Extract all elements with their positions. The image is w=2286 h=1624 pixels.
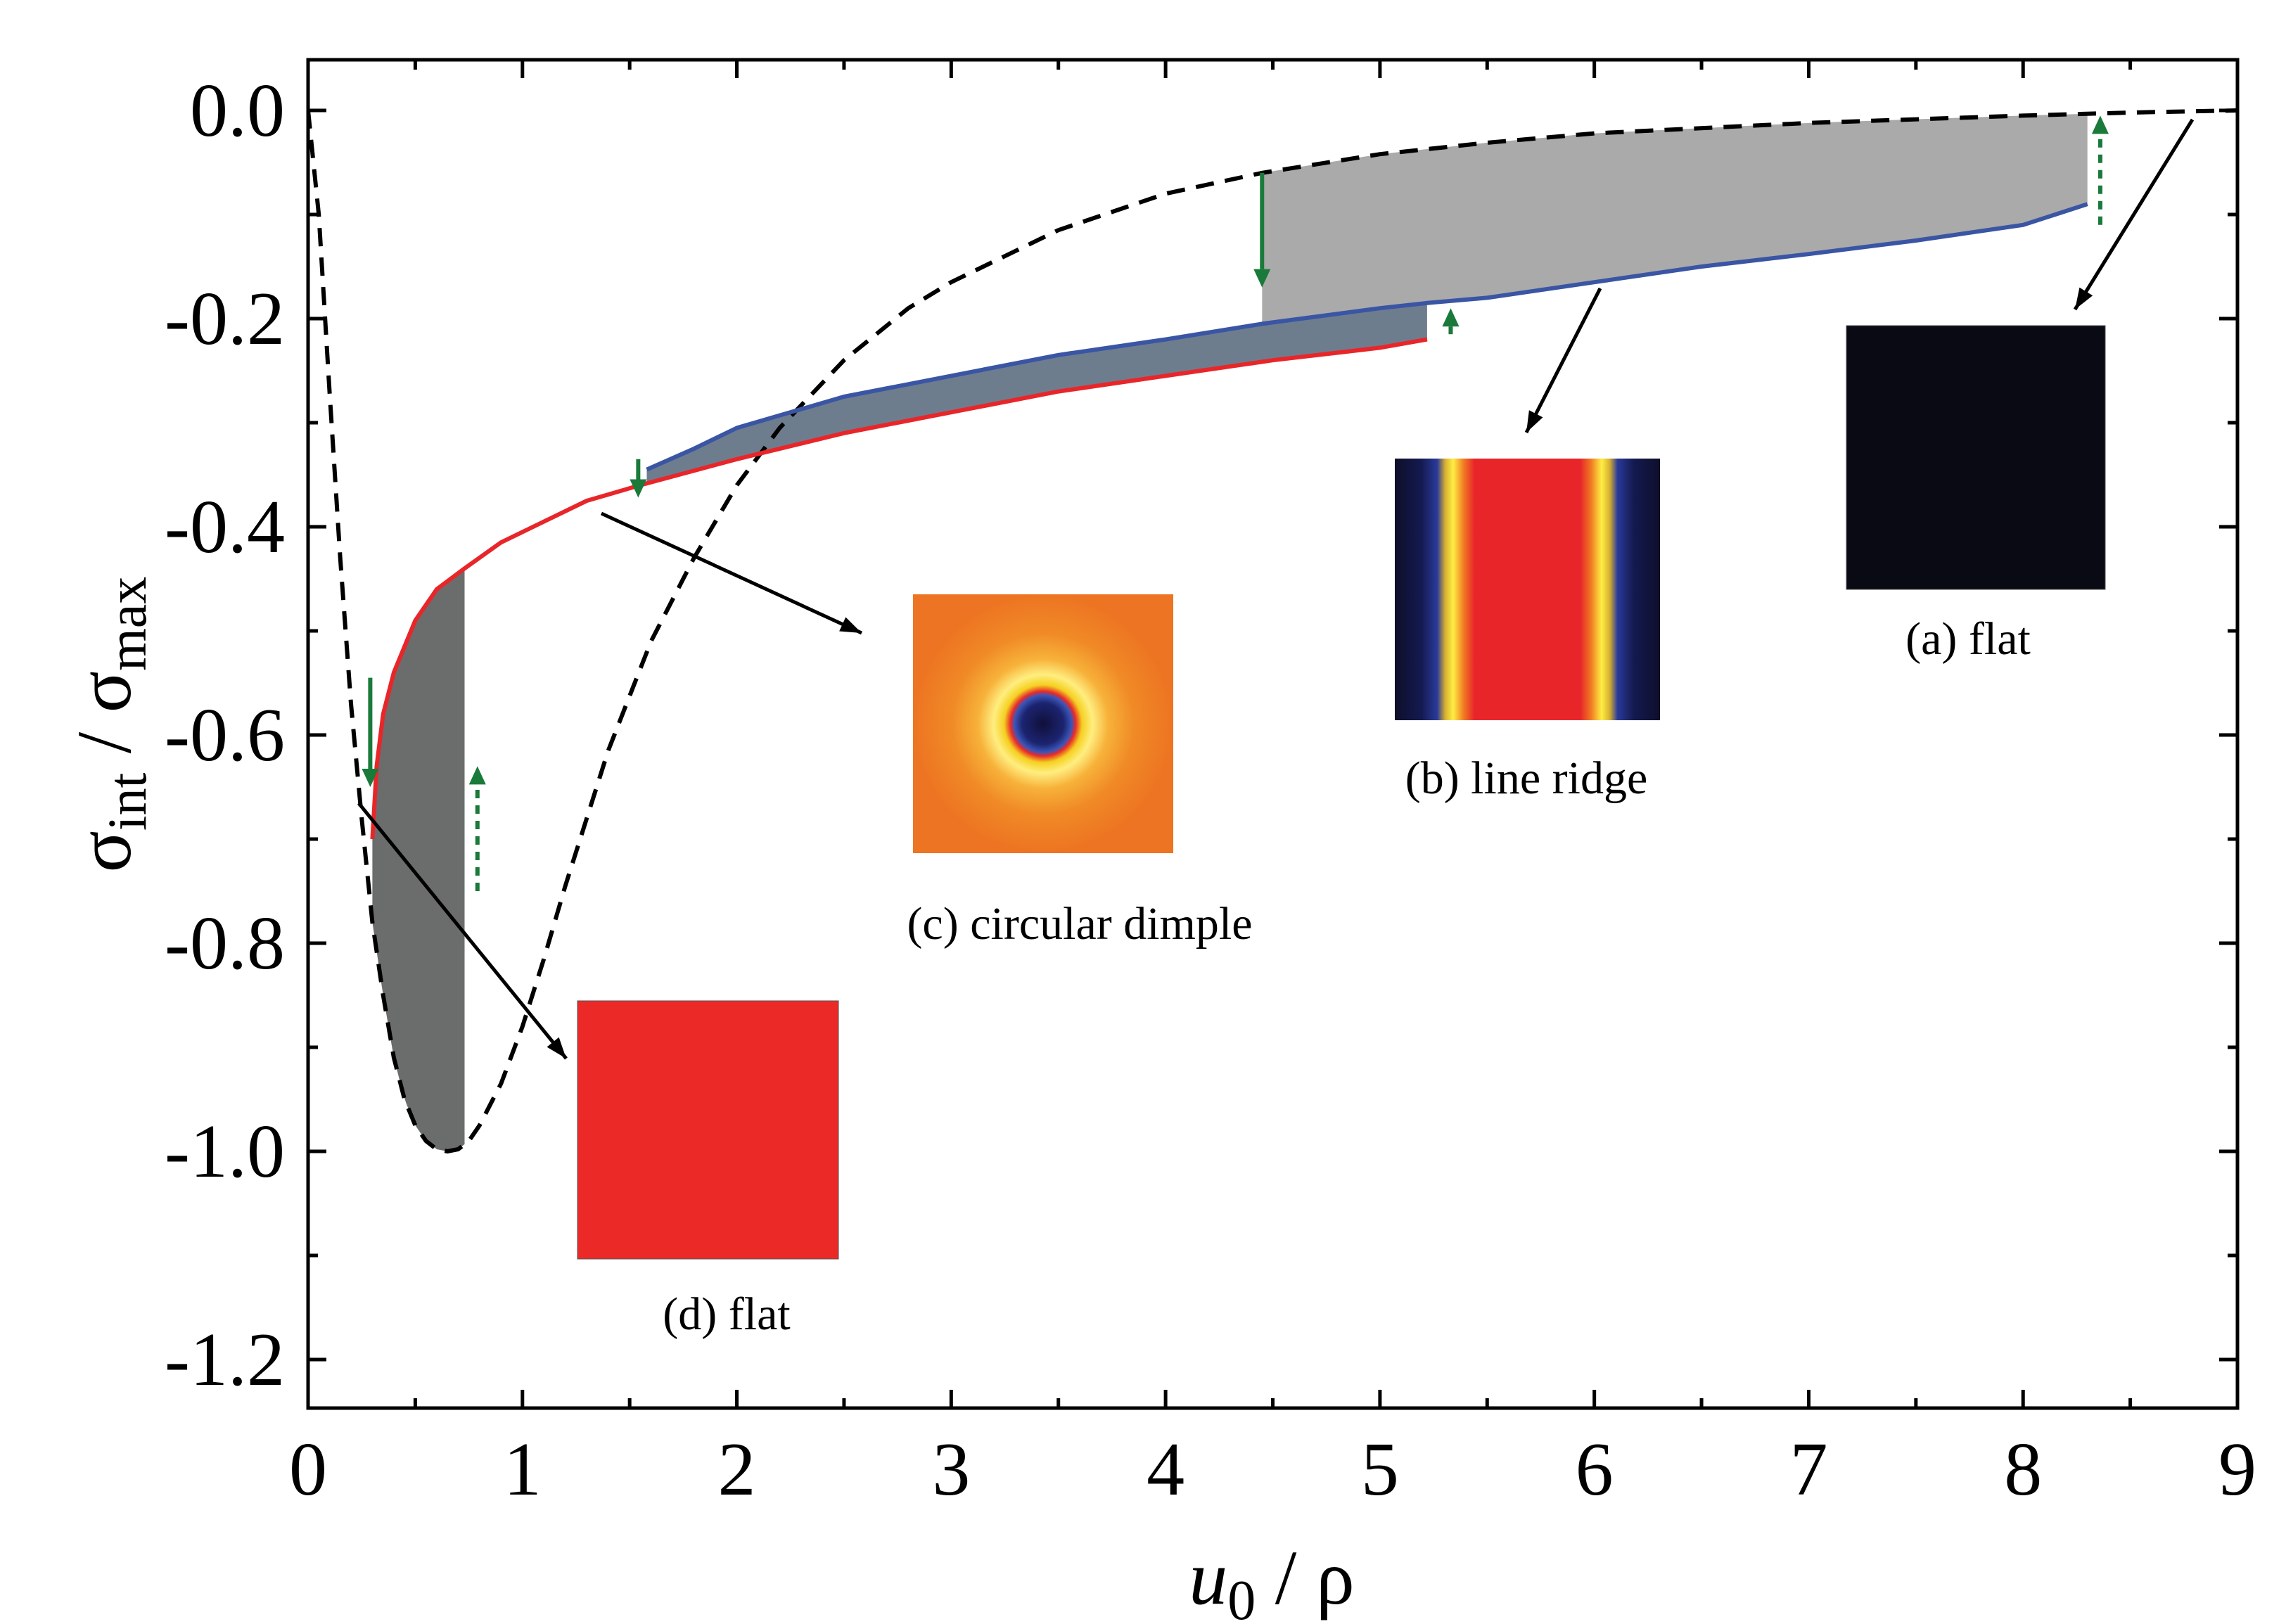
x-tick-label: 9 [2218, 1428, 2256, 1511]
pointer-d-head [547, 1037, 566, 1059]
x-tick-label: 4 [1147, 1428, 1184, 1511]
pointer-arrows [357, 118, 2195, 1060]
annotation-a: (a) flat [1905, 613, 2031, 665]
y-tick-label: -0.2 [165, 277, 285, 361]
x-tick-label: 3 [932, 1428, 970, 1511]
y-tick-label: -0.4 [165, 485, 285, 569]
y-tick-labels: 0.0 -0.2 -0.4 -0.6 -0.8 -1.0 -1.2 [165, 69, 285, 1402]
pointer-c-head [839, 617, 862, 633]
pointer-b [1524, 287, 1602, 434]
inset-flat-a [1846, 325, 2106, 590]
x-axis-label: u0 / ρ [1189, 1535, 1354, 1624]
axis-ticks [306, 60, 2240, 1408]
y-axis-label: σint / σmax [61, 577, 158, 873]
shade-light [1262, 113, 2088, 324]
hysteresis-shading [372, 113, 2088, 1151]
transition-arrow-up-3-head [2091, 115, 2109, 134]
transition-arrow-down-3-head [1253, 269, 1271, 288]
x-tick-label: 5 [1361, 1428, 1399, 1511]
x-tick-label: 7 [1789, 1428, 1827, 1511]
pointer-a [2073, 118, 2195, 311]
x-tick-label: 1 [504, 1428, 542, 1511]
curves [308, 108, 2237, 1153]
y-tick-label: -0.6 [165, 693, 285, 777]
transition-arrow-up-2-head [1442, 308, 1460, 327]
x-tick-label: 2 [718, 1428, 756, 1511]
transition-arrow-up-1-head [468, 766, 486, 785]
annotation-d: (d) flat [663, 1289, 790, 1340]
x-tick-labels: 0 1 2 3 4 5 6 7 8 9 [289, 1428, 2256, 1511]
x-tick-label: 0 [289, 1428, 327, 1511]
pointer-c [600, 511, 863, 635]
pointer-d [357, 802, 568, 1060]
x-tick-label: 6 [1576, 1428, 1614, 1511]
shade-slate [646, 302, 1427, 484]
series-2 [646, 202, 2088, 472]
y-tick-label: -1.0 [165, 1110, 285, 1194]
transition-arrow-down-2-head [630, 479, 647, 498]
inset-line-ridge [1395, 459, 1660, 720]
pointer-b-head [1526, 410, 1543, 433]
series-1 [370, 337, 1428, 840]
transition-arrows [362, 115, 2109, 891]
shade-dark [372, 568, 465, 1151]
y-tick-label: -1.2 [165, 1318, 285, 1402]
annotation-c: (c) circular dimple [907, 898, 1252, 950]
inset-flat-d [577, 1000, 839, 1260]
y-tick-label: -0.8 [165, 902, 285, 985]
series-0 [308, 108, 2237, 1153]
annotation-b: (b) line ridge [1405, 753, 1648, 804]
y-tick-label: 0.0 [190, 69, 285, 153]
transition-arrow-down-1-head [362, 769, 379, 787]
pointer-a-head [2075, 287, 2093, 309]
x-tick-label: 8 [2004, 1428, 2042, 1511]
inset-circular-dimple [913, 594, 1173, 853]
